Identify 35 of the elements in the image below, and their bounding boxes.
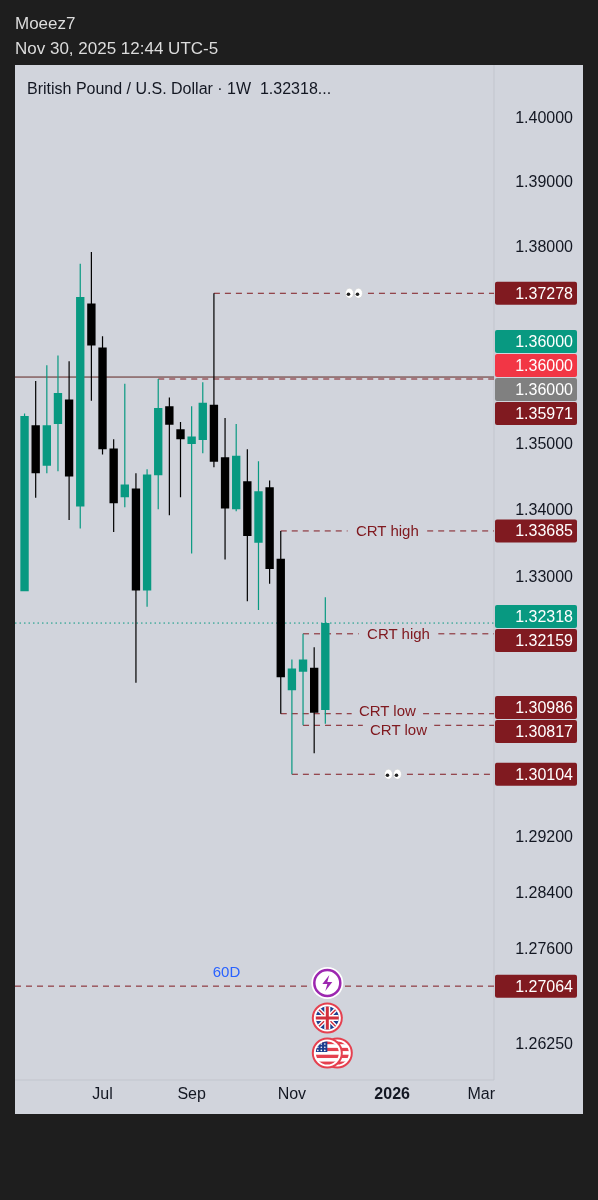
text: Moeez7	[15, 13, 76, 33]
y-tick-label: 1.38000	[515, 237, 574, 255]
annotation: CRT low	[370, 720, 428, 738]
annotation: 60D	[212, 962, 241, 980]
y-tick-label: 1.28400	[515, 883, 574, 901]
ref-line-label: 1.37278	[515, 284, 574, 302]
y-tick-label: 1.35000	[515, 434, 574, 452]
ref-line-label: 1.30104	[515, 765, 574, 783]
y-tick-label: 1.27600	[515, 939, 574, 957]
y-tick-label: 1.40000	[515, 108, 574, 126]
ref-line-label: 1.27064	[515, 977, 574, 995]
ref-line-label: 1.36000	[515, 357, 574, 375]
annotation: CRT high	[367, 625, 430, 643]
annotation: CRT low	[358, 701, 417, 719]
y-tick-label: 1.34000	[515, 501, 574, 519]
ref-line-label: 1.32318	[515, 607, 574, 625]
x-tick-label: Mar	[467, 1084, 496, 1102]
y-tick-label: 1.29200	[515, 828, 574, 846]
text: Nov 30, 2025 12:44 UTC-5	[15, 39, 219, 58]
x-tick-label: Jul	[92, 1084, 113, 1102]
ref-line-label: 1.33685	[515, 522, 574, 540]
x-tick-label: Nov	[277, 1084, 307, 1102]
annotation: CRT high	[355, 522, 419, 540]
ref-line-label: 1.32159	[515, 631, 574, 649]
x-tick-label: 2026	[374, 1084, 411, 1102]
ref-line-label: 1.30986	[515, 699, 574, 716]
ref-line-label: 1.30817	[515, 723, 574, 740]
x-tick-label: Sep	[177, 1084, 206, 1102]
y-tick-label: 1.26250	[515, 1035, 574, 1053]
ref-line-label: 1.35971	[515, 405, 574, 423]
ref-line-label: 1.36000	[515, 333, 574, 351]
y-tick-label: 1.39000	[515, 173, 574, 191]
text: British Pound / U.S. Dollar · 1W 1.32318...	[27, 79, 332, 97]
y-tick-label: 1.33000	[515, 568, 574, 586]
ref-line-label: 1.36000	[515, 381, 574, 399]
